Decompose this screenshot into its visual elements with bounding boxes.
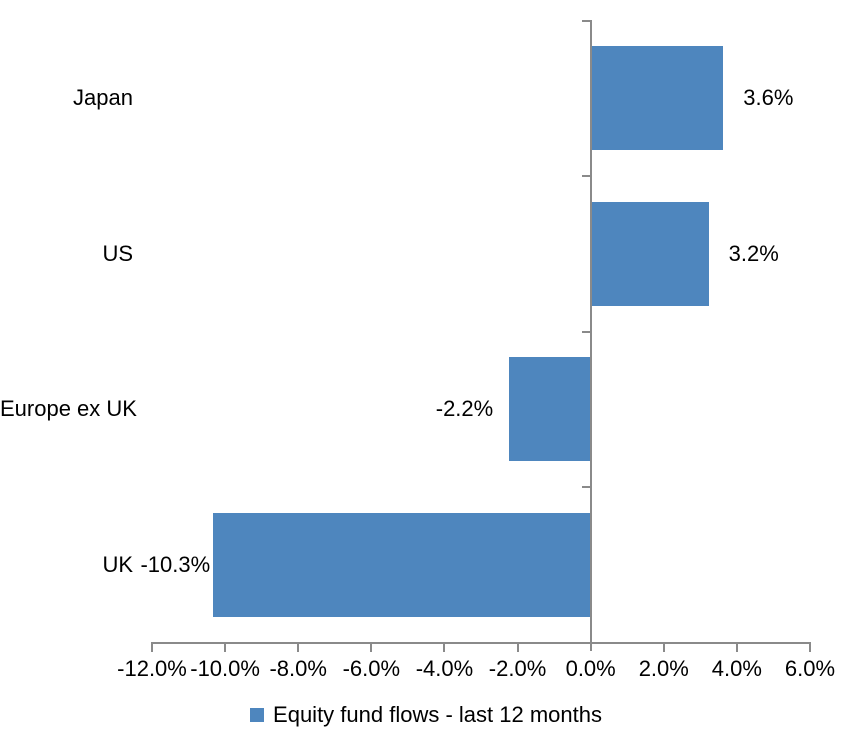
legend-swatch-icon: [250, 708, 265, 722]
category-label: US: [102, 240, 133, 266]
x-axis-tick: [516, 644, 519, 652]
y-axis-tick: [581, 20, 590, 22]
bar-europe-ex-uk: [509, 357, 590, 462]
x-axis-tick-label: 4.0%: [711, 656, 762, 681]
x-axis-tick-label: -6.0%: [342, 656, 401, 681]
x-axis-tick-label: -10.0%: [190, 656, 260, 681]
x-axis-tick-label: 6.0%: [784, 656, 836, 681]
bar-us: [591, 201, 709, 306]
x-axis-tick: [443, 644, 446, 652]
bar-japan: [591, 45, 724, 150]
data-label: -10.3%: [140, 552, 211, 578]
bar-uk: [213, 513, 590, 618]
x-axis-tick: [224, 644, 227, 652]
category-label: Europe ex UK: [0, 396, 137, 422]
x-axis-tick: [735, 644, 738, 652]
x-axis-tick: [297, 644, 300, 652]
x-axis-tick-label: 2.0%: [638, 656, 689, 681]
data-label: 3.2%: [728, 240, 779, 266]
x-axis-tick: [662, 644, 665, 652]
data-label: 3.6%: [743, 84, 794, 110]
x-axis-tick-label: -12.0%: [117, 656, 187, 681]
category-label: UK: [102, 552, 133, 578]
x-axis-tick: [151, 644, 153, 652]
x-axis-line: [151, 642, 811, 644]
y-axis-tick: [581, 330, 590, 333]
x-axis-tick: [809, 644, 811, 652]
x-axis-tick-label: 0.0%: [565, 656, 616, 681]
legend-label: Equity fund flows - last 12 months: [273, 702, 602, 727]
x-axis-tick: [370, 644, 373, 652]
y-axis-tick: [581, 486, 590, 489]
y-axis-tick: [581, 174, 590, 177]
x-axis-tick-label: -4.0%: [415, 656, 474, 681]
x-axis-tick-label: -8.0%: [269, 656, 327, 681]
legend: Equity fund flows - last 12 months: [0, 702, 852, 728]
data-label: -2.2%: [435, 396, 494, 422]
y-axis-line: [589, 20, 592, 651]
category-label: Japan: [73, 84, 133, 110]
x-axis-tick-label: -2.0%: [488, 656, 547, 681]
